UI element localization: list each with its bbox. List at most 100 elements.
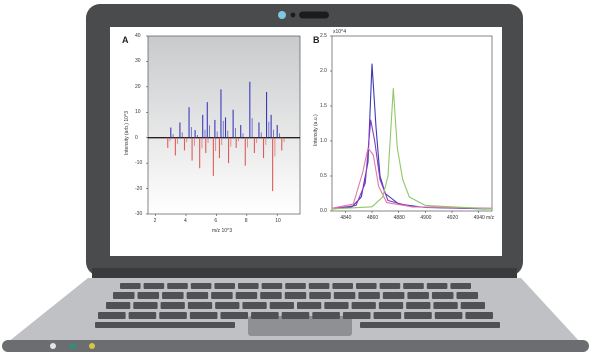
chart-a-xtick-label: 2: [153, 218, 157, 224]
chart-a-xtick-label: 4: [184, 218, 187, 224]
chart-b-ytick-label: 0.0: [320, 208, 327, 214]
keyboard-key[interactable]: [465, 312, 493, 319]
chart-b-series-purple: [331, 119, 493, 210]
keyboard-key[interactable]: [159, 312, 187, 319]
keyboard-key[interactable]: [167, 283, 188, 289]
chart-b-xtick-label: 4940: [473, 215, 485, 221]
keyboard-key[interactable]: [373, 312, 402, 319]
chart-b-plot-area: [331, 35, 493, 212]
keyboard-key[interactable]: [358, 292, 380, 299]
keyboard-key[interactable]: [162, 292, 184, 299]
chart-a: [146, 35, 301, 216]
keyboard-key[interactable]: [269, 302, 294, 309]
panel-a-label: A: [122, 35, 129, 45]
chart-b: [330, 35, 493, 213]
keyboard-key[interactable]: [308, 283, 330, 289]
keyboard-key[interactable]: [312, 312, 340, 319]
keyboard-key[interactable]: [297, 302, 322, 309]
keyboard-key[interactable]: [324, 302, 349, 309]
keyboard-key[interactable]: [404, 312, 432, 319]
chart-a-xlabel: m/z 10^3: [212, 228, 233, 234]
laptop-hinge: [92, 268, 517, 278]
keyboard-key[interactable]: [106, 302, 131, 309]
keyboard-key[interactable]: [238, 283, 259, 289]
keyboard-key[interactable]: [403, 283, 424, 289]
keyboard-key[interactable]: [281, 312, 310, 319]
keyboard-key[interactable]: [187, 302, 213, 309]
chart-b-ytick-label: 2.5: [320, 33, 327, 39]
chart-a-plot-area: [147, 35, 301, 215]
keyboard-key[interactable]: [332, 283, 353, 289]
activity-led-icon: [70, 343, 76, 349]
webcam-icon: [290, 12, 296, 18]
keyboard-key[interactable]: [450, 283, 471, 289]
keyboard-key[interactable]: [189, 312, 218, 319]
keyboard-key[interactable]: [433, 302, 458, 309]
keyboard-key[interactable]: [251, 312, 279, 319]
keyboard-key[interactable]: [351, 302, 376, 309]
keyboard-key[interactable]: [356, 283, 377, 289]
keyboard-key[interactable]: [342, 312, 371, 319]
keyboard-key[interactable]: [460, 302, 485, 309]
chart-b-xtick-label: 4860: [367, 215, 379, 221]
keyboard-key[interactable]: [120, 283, 141, 289]
keyboard-key[interactable]: [378, 302, 404, 309]
chart-b-xlabel: m/z: [486, 215, 495, 221]
keyboard-key[interactable]: [137, 292, 160, 299]
keyboard-key[interactable]: [186, 292, 209, 299]
keyboard-key[interactable]: [113, 292, 135, 299]
keyboard-key[interactable]: [128, 312, 157, 319]
keyboard-key[interactable]: [242, 302, 267, 309]
keyboard-key[interactable]: [426, 283, 448, 289]
keyboard-key[interactable]: [285, 283, 306, 289]
battery-led-icon: [89, 343, 95, 349]
keyboard-key[interactable]: [133, 302, 158, 309]
keyboard-key[interactable]: [211, 292, 233, 299]
keyboard-key[interactable]: [379, 283, 401, 289]
chart-b-series-pink: [331, 147, 493, 209]
keyboard-key[interactable]: [220, 312, 249, 319]
keyboard-key[interactable]: [382, 292, 405, 299]
chart-b-ytick-label: 1.5: [320, 103, 327, 109]
keyboard-key[interactable]: [434, 312, 463, 319]
keyboard-key[interactable]: [214, 283, 235, 289]
keyboard-key[interactable]: [190, 283, 212, 289]
keyboard-key[interactable]: [143, 283, 165, 289]
keyboard-key[interactable]: [261, 283, 283, 289]
keyboard-key[interactable]: [309, 292, 331, 299]
keyboard-key[interactable]: [456, 292, 478, 299]
chart-b-series-green: [331, 87, 493, 210]
keyboard-key[interactable]: [235, 292, 258, 299]
chart-a-xtick-label: 8: [244, 218, 248, 224]
keyboard-key[interactable]: [407, 292, 429, 299]
front-edge: [2, 340, 589, 352]
chart-b-ytick-label: 1.0: [320, 138, 327, 144]
keyboard-key[interactable]: [406, 302, 431, 309]
chart-b-xtick-label: 4900: [420, 215, 432, 221]
chart-a-series-red: [167, 137, 285, 192]
chart-b-ylabel: Intensity (a.u.): [313, 113, 319, 146]
chart-b-xtick-label: 4840: [340, 215, 352, 221]
chart-a-ytick-label: 10: [135, 109, 141, 116]
chart-b-ytick-label: 0.5: [320, 173, 327, 179]
trackpad[interactable]: [248, 316, 352, 336]
keyboard-key[interactable]: [333, 292, 356, 299]
chart-a-ytick-label: 40: [135, 33, 141, 39]
keyboard-key[interactable]: [98, 312, 126, 319]
keyboard: [95, 283, 500, 328]
keyboard-key[interactable]: [431, 292, 454, 299]
chart-a-ytick-label: 0: [135, 134, 138, 141]
chart-a-ytick-label: -20: [135, 185, 143, 192]
panel-b-label: B: [313, 35, 320, 45]
chart-a-xtick-label: 10: [275, 218, 281, 224]
chart-a-series-blue: [170, 81, 280, 138]
keyboard-key[interactable]: [215, 302, 240, 309]
chart-a-ytick-label: -30: [135, 211, 143, 217]
keyboard-key[interactable]: [284, 292, 307, 299]
chart-b-ytick-label: 2.0: [320, 68, 327, 74]
chart-a-xtick-label: 6: [214, 218, 218, 224]
keyboard-key[interactable]: [360, 322, 500, 328]
keyboard-key[interactable]: [260, 292, 282, 299]
keyboard-key[interactable]: [95, 322, 235, 328]
keyboard-key[interactable]: [160, 302, 185, 309]
